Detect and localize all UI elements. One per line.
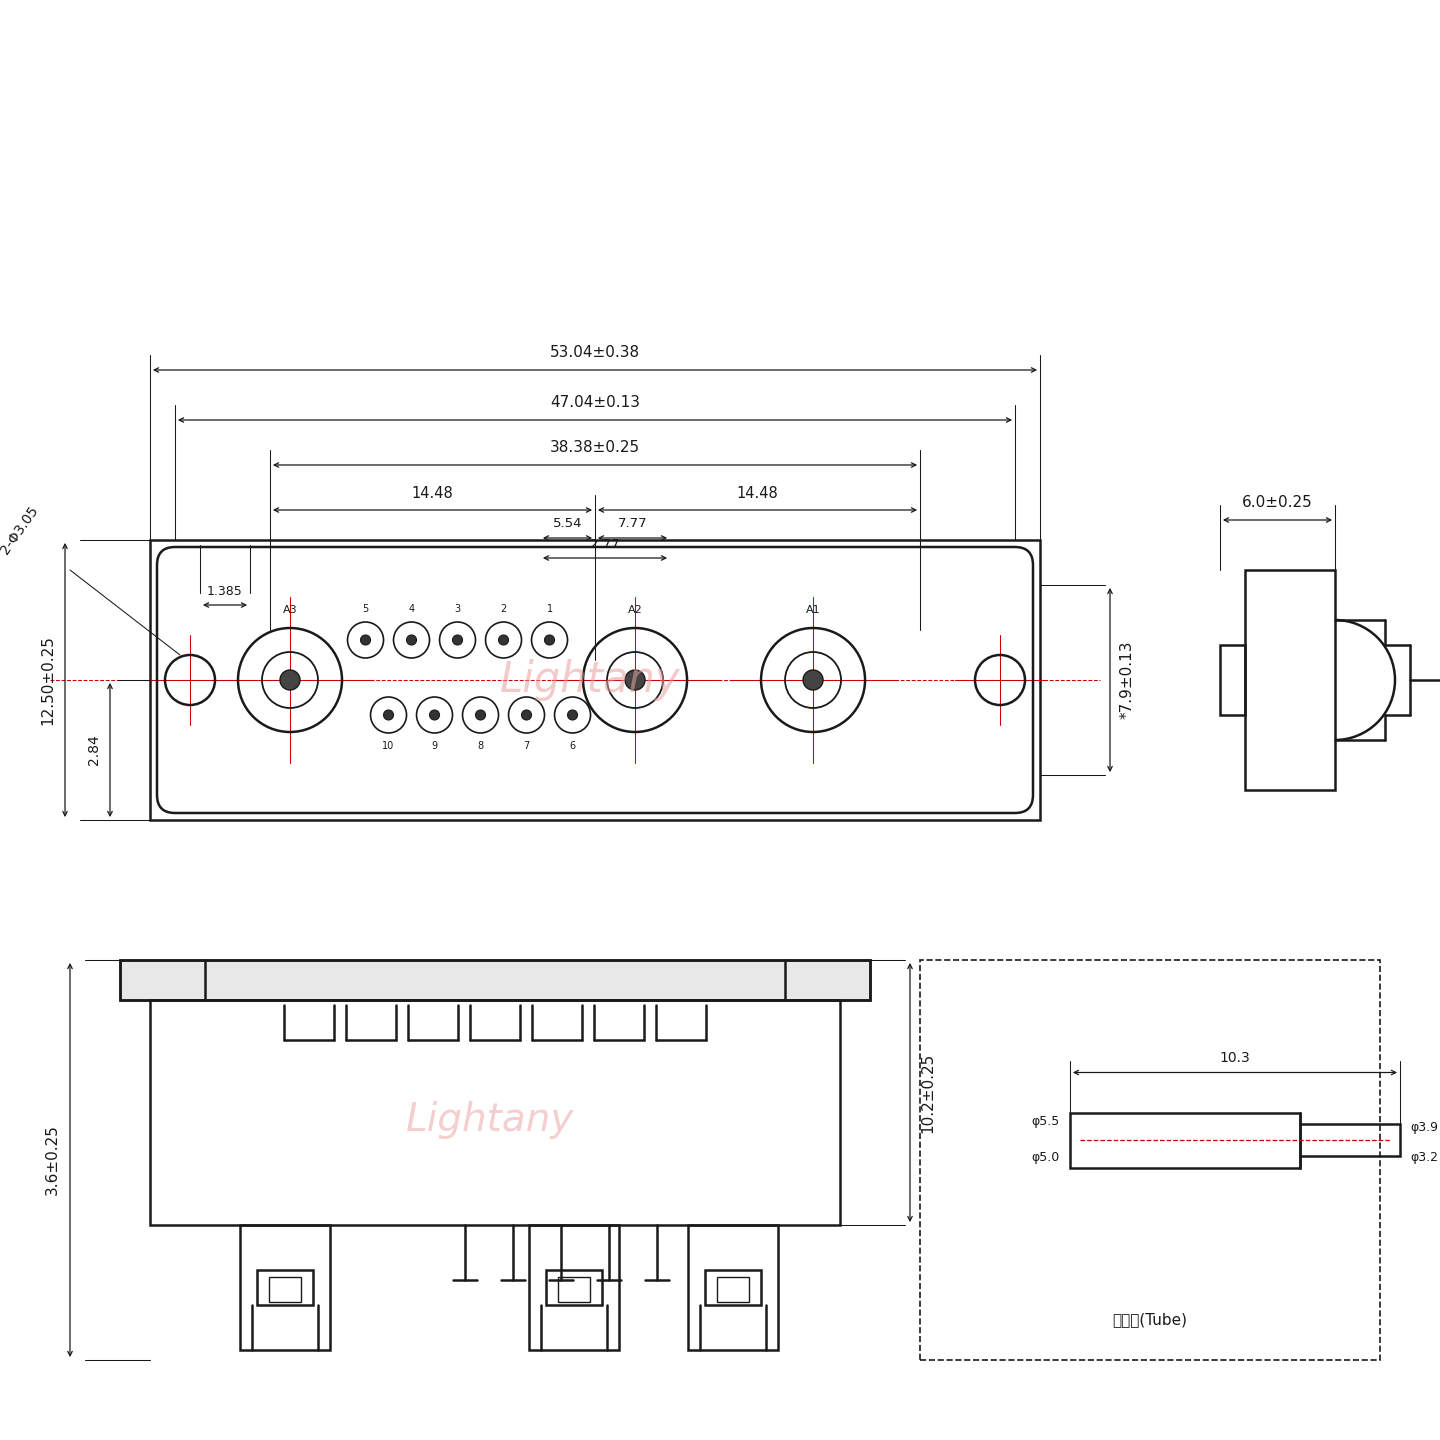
Bar xyxy=(559,1277,590,1302)
Text: φ5.5: φ5.5 xyxy=(1031,1116,1060,1129)
Text: 10.2±0.25: 10.2±0.25 xyxy=(920,1053,935,1133)
Circle shape xyxy=(452,635,462,645)
Text: 14.48: 14.48 xyxy=(737,487,779,501)
Bar xyxy=(546,1270,602,1305)
Circle shape xyxy=(383,710,393,720)
Text: 屏蔽管(Tube): 屏蔽管(Tube) xyxy=(1113,1312,1188,1328)
Text: 14.48: 14.48 xyxy=(412,487,454,501)
Text: 7: 7 xyxy=(523,742,530,752)
Text: 9: 9 xyxy=(432,742,438,752)
Text: 5.54: 5.54 xyxy=(553,517,582,530)
Text: 10.3: 10.3 xyxy=(1220,1051,1250,1064)
Circle shape xyxy=(406,635,416,645)
Text: 8: 8 xyxy=(478,742,484,752)
Text: 53.04±0.38: 53.04±0.38 xyxy=(550,346,639,360)
Text: Lightany: Lightany xyxy=(500,660,680,701)
Text: 2: 2 xyxy=(501,603,507,613)
Text: φ3.2: φ3.2 xyxy=(1410,1152,1439,1165)
Text: 6: 6 xyxy=(569,742,576,752)
Bar xyxy=(688,1225,778,1351)
Bar xyxy=(1300,1125,1400,1156)
Bar xyxy=(1246,570,1335,791)
Bar xyxy=(1070,1113,1300,1168)
Text: 5: 5 xyxy=(363,603,369,613)
Bar xyxy=(717,1277,749,1302)
Text: 2.84: 2.84 xyxy=(86,734,101,766)
Bar xyxy=(530,1225,619,1351)
Text: 4: 4 xyxy=(409,603,415,613)
Text: 12.50±0.25: 12.50±0.25 xyxy=(40,635,55,724)
Bar xyxy=(269,1277,301,1302)
Bar xyxy=(706,1270,762,1305)
Text: φ3.9: φ3.9 xyxy=(1410,1122,1439,1135)
Circle shape xyxy=(521,710,531,720)
Text: *7.9±0.13: *7.9±0.13 xyxy=(1120,641,1135,719)
Text: 2.77: 2.77 xyxy=(590,539,619,552)
Text: φ5.0: φ5.0 xyxy=(1031,1152,1060,1165)
Text: A2: A2 xyxy=(628,605,642,615)
Circle shape xyxy=(360,635,370,645)
Bar xyxy=(256,1270,312,1305)
Text: 1.385: 1.385 xyxy=(207,585,243,598)
Bar xyxy=(240,1225,330,1351)
Circle shape xyxy=(279,670,300,690)
Text: 6.0±0.25: 6.0±0.25 xyxy=(1243,495,1313,510)
Bar xyxy=(150,999,840,1225)
Text: 38.38±0.25: 38.38±0.25 xyxy=(550,441,639,455)
Bar xyxy=(150,540,1040,819)
Text: 7.77: 7.77 xyxy=(618,517,648,530)
Circle shape xyxy=(625,670,645,690)
Circle shape xyxy=(567,710,577,720)
Text: Lightany: Lightany xyxy=(406,1102,575,1139)
Circle shape xyxy=(475,710,485,720)
Circle shape xyxy=(544,635,554,645)
Circle shape xyxy=(804,670,824,690)
Text: A1: A1 xyxy=(806,605,821,615)
Text: 3.6±0.25: 3.6±0.25 xyxy=(45,1125,60,1195)
Text: 10: 10 xyxy=(383,742,395,752)
Bar xyxy=(120,960,870,999)
Bar xyxy=(920,960,1380,1359)
Circle shape xyxy=(429,710,439,720)
Bar xyxy=(1220,645,1246,716)
Text: 47.04±0.13: 47.04±0.13 xyxy=(550,395,639,410)
Text: 1: 1 xyxy=(546,603,553,613)
Text: 2-Φ3.05: 2-Φ3.05 xyxy=(0,504,42,557)
Bar xyxy=(120,960,870,999)
Text: A3: A3 xyxy=(282,605,297,615)
Text: 3: 3 xyxy=(455,603,461,613)
Circle shape xyxy=(498,635,508,645)
